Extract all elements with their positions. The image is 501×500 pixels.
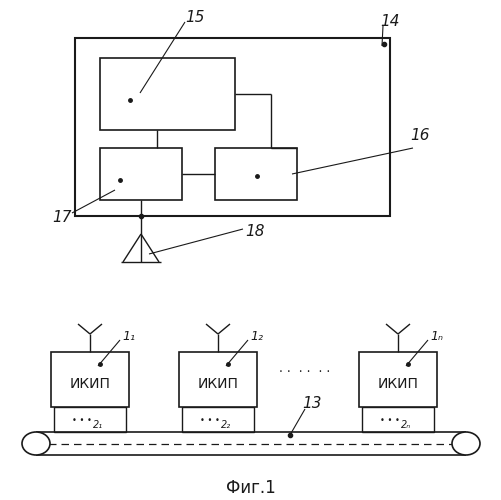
- Text: 15: 15: [185, 10, 205, 26]
- Text: 17: 17: [52, 210, 72, 226]
- Text: 18: 18: [245, 224, 265, 240]
- Text: 1₁: 1₁: [122, 330, 135, 344]
- Text: 2₁: 2₁: [93, 420, 103, 430]
- Bar: [100, 148, 182, 200]
- Text: 16: 16: [410, 128, 430, 142]
- Text: ИКИП: ИКИП: [197, 376, 238, 390]
- Bar: [51, 352, 129, 407]
- Text: 14: 14: [380, 14, 400, 30]
- Bar: [362, 407, 434, 432]
- Bar: [179, 352, 257, 407]
- Text: 13: 13: [302, 396, 322, 410]
- Bar: [359, 352, 437, 407]
- Bar: [54, 407, 126, 432]
- Ellipse shape: [452, 432, 480, 455]
- Bar: [100, 58, 235, 130]
- Text: 1ₙ: 1ₙ: [430, 330, 443, 344]
- Bar: [182, 407, 254, 432]
- Text: • • •: • • •: [72, 416, 92, 425]
- Text: Фиг.1: Фиг.1: [226, 479, 276, 497]
- Ellipse shape: [22, 432, 50, 455]
- Text: . .  . .  . .: . . . . . .: [280, 362, 331, 374]
- Text: • • •: • • •: [200, 416, 220, 425]
- Text: • • •: • • •: [380, 416, 400, 425]
- Bar: [215, 148, 297, 200]
- Text: 1₂: 1₂: [250, 330, 263, 344]
- Text: 2₂: 2₂: [221, 420, 231, 430]
- Text: 2ₙ: 2ₙ: [401, 420, 411, 430]
- Bar: [75, 38, 390, 216]
- Text: ИКИП: ИКИП: [70, 376, 110, 390]
- Text: ИКИП: ИКИП: [378, 376, 418, 390]
